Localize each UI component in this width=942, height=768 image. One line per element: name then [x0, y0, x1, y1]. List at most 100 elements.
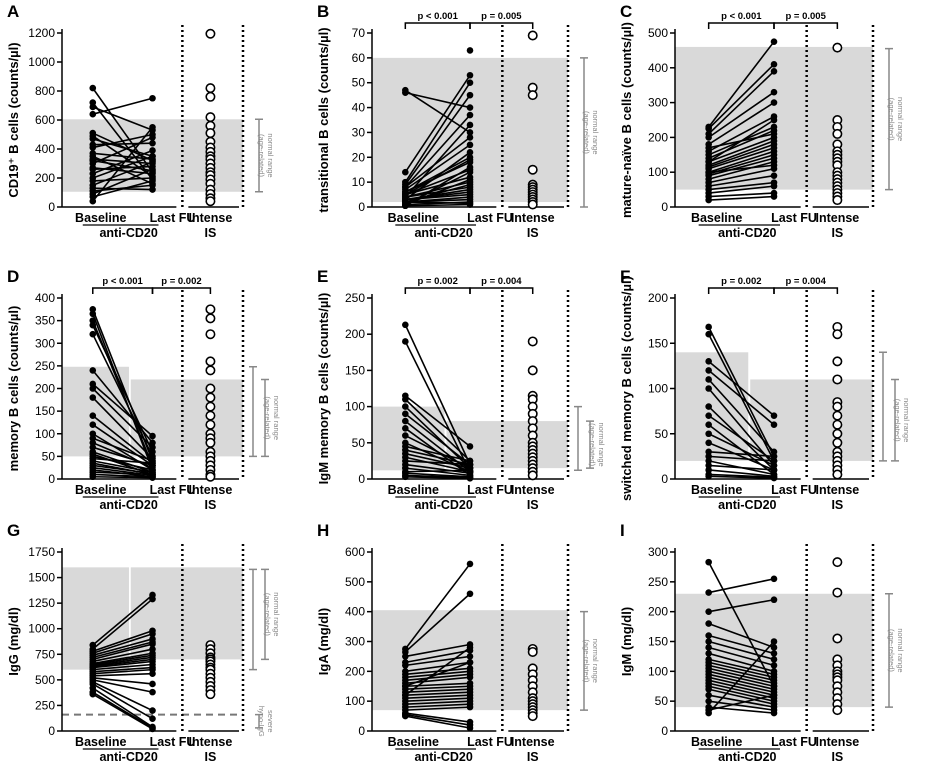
normal-range-label: normal range(age-related)	[257, 133, 275, 177]
normal-range-label-line: (age-related)	[263, 396, 272, 439]
intense-is-point	[832, 329, 843, 340]
intense-is-point	[832, 195, 843, 206]
pair-line	[92, 333, 154, 457]
pair-line	[708, 91, 775, 139]
x-label-anti-cd20: anti-CD20	[99, 498, 157, 512]
y-tick-label: 500	[35, 673, 55, 687]
y-tick-label: 0	[661, 200, 668, 214]
baseline-point	[402, 396, 409, 403]
baseline-point	[402, 682, 409, 690]
x-label-last-fu: Last FU	[771, 735, 817, 749]
baseline-point	[705, 638, 712, 645]
normal-range-label-line: (age-related)	[263, 593, 272, 636]
normal-range-label-line: normal range	[591, 639, 600, 683]
last-fu-point	[149, 444, 156, 451]
pair-line	[708, 150, 775, 173]
pair-line	[708, 181, 775, 191]
last-fu-point	[770, 38, 778, 45]
x-label-baseline: Baseline	[691, 211, 742, 225]
baseline-point	[402, 425, 409, 432]
x-label-intense: Intense	[189, 735, 233, 749]
paired-dots	[402, 560, 474, 732]
last-fu-point	[149, 595, 156, 603]
pair-line	[405, 682, 471, 688]
normal-range-bar	[249, 568, 257, 671]
paired-dots	[705, 38, 778, 204]
last-fu-point	[149, 725, 156, 733]
last-fu-point	[466, 156, 474, 164]
baseline-point	[402, 432, 409, 439]
intense-is-point	[205, 383, 216, 394]
pair-line	[708, 640, 775, 661]
y-tick-label: 10	[352, 175, 366, 189]
paired-lines	[92, 87, 154, 202]
pair-line	[708, 160, 775, 180]
x-label-intense: Intense	[815, 211, 859, 225]
p-value-bracket	[92, 287, 154, 294]
y-tick-label: 300	[35, 336, 55, 350]
pair-line	[92, 155, 153, 179]
panel-letter: G	[7, 521, 20, 540]
x-label-last-fu: Last FU	[771, 483, 817, 497]
normal-range-bar	[580, 610, 588, 711]
pair-line	[92, 396, 154, 460]
y-tick-label: 50	[352, 76, 366, 90]
y-tick-label: 150	[648, 336, 668, 350]
y-tick-label: 400	[648, 61, 668, 75]
baseline-point	[705, 462, 712, 469]
baseline-point	[705, 367, 712, 374]
last-fu-point	[770, 474, 778, 482]
p-value-bracket	[773, 287, 839, 294]
last-fu-point	[149, 715, 156, 723]
intense-is-point	[832, 374, 843, 385]
baseline-point	[705, 558, 712, 566]
baseline-point	[89, 394, 97, 401]
pair-line	[405, 201, 471, 205]
pair-line	[92, 97, 153, 115]
y-tick-label: 40	[352, 101, 366, 115]
pair-line	[92, 656, 153, 667]
baseline-point	[402, 168, 409, 176]
y-tick-label: 200	[648, 130, 668, 144]
y-tick-label: 250	[648, 575, 668, 589]
p-value-label: p < 0.001	[721, 11, 762, 22]
normal-range-label-line: normal range	[597, 423, 606, 467]
baseline-point	[705, 430, 712, 438]
y-tick-label: 250	[35, 698, 55, 712]
intense-is-point	[527, 90, 538, 101]
last-fu-point	[466, 129, 474, 136]
panel-letter: E	[317, 267, 328, 286]
pair-line	[92, 369, 154, 444]
y-tick-label: 800	[35, 84, 55, 98]
y-tick-label: 50	[352, 436, 366, 450]
pair-line	[707, 326, 775, 457]
y-tick-label: 50	[655, 694, 669, 708]
pair-line	[405, 91, 471, 109]
pair-line	[708, 164, 775, 173]
pair-line	[708, 622, 775, 649]
last-fu-point	[770, 466, 778, 474]
intense-is-point	[205, 365, 216, 376]
baseline-point	[89, 321, 97, 329]
x-label-baseline: Baseline	[75, 735, 126, 749]
last-fu-point	[466, 91, 474, 99]
pair-line	[708, 646, 775, 667]
pair-line	[92, 648, 153, 663]
pair-line	[404, 144, 471, 191]
y-axis-label: switched memory B cells (counts/µl)	[619, 276, 634, 501]
last-fu-point	[149, 123, 156, 131]
panel-letter: B	[317, 2, 329, 21]
y-tick-label: 100	[345, 694, 365, 708]
y-tick-label: 200	[35, 171, 55, 185]
y-tick-label: 50	[655, 427, 669, 441]
pair-line	[92, 654, 153, 666]
pair-line	[92, 660, 153, 669]
baseline-point	[89, 421, 97, 429]
normal-range-bar	[885, 47, 893, 191]
p-value-bracket	[151, 287, 212, 294]
pair-line	[708, 455, 775, 462]
y-tick-label: 400	[345, 605, 365, 619]
baseline-point	[705, 472, 712, 480]
baseline-point	[402, 321, 409, 329]
